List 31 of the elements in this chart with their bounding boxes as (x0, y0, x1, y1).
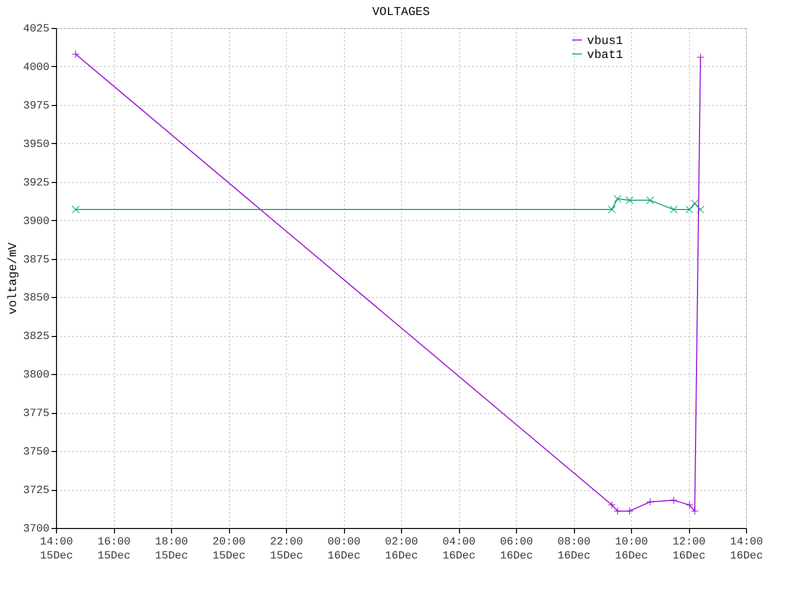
x-tick-label: 02:00 16Dec (384, 536, 418, 562)
y-tick-label: 3950 (23, 138, 50, 151)
x-tick-label: 08:00 16Dec (557, 536, 591, 562)
y-tick-label: 4000 (23, 62, 50, 74)
y-tick-label: 3975 (23, 100, 50, 112)
x-tick-label: 22:00 15Dec (270, 536, 304, 562)
x-tick-label: 12:00 16Dec (672, 536, 706, 562)
y-tick-label: 3800 (23, 370, 50, 382)
chart-title: VOLTAGES (372, 5, 430, 19)
y-tick-label: 3900 (23, 216, 50, 228)
y-tick-label: 3875 (23, 254, 50, 266)
y-tick-label: 3925 (23, 177, 50, 190)
legend-label: vbat1 (587, 48, 624, 62)
x-tick-label: 04:00 16Dec (442, 536, 476, 562)
x-tick-label: 00:00 16Dec (327, 536, 361, 562)
x-tick-label: 16:00 15Dec (97, 536, 131, 562)
legend-label: vbus1 (587, 34, 624, 48)
x-tick-label: 14:00 16Dec (730, 536, 764, 562)
x-tick-label: 06:00 16Dec (500, 536, 534, 562)
x-tick-label: 10:00 16Dec (614, 536, 648, 562)
x-tick-label: 14:00 15Dec (40, 536, 74, 562)
x-tick-label: 20:00 15Dec (212, 536, 246, 562)
y-axis-title: voltage/mV (6, 242, 20, 315)
y-tick-label: 3825 (23, 331, 50, 344)
y-tick-label: 3725 (23, 485, 50, 498)
y-tick-label: 3700 (23, 524, 50, 536)
y-tick-label: 3750 (23, 446, 50, 459)
x-tick-label: 18:00 15Dec (154, 536, 188, 562)
y-tick-label: 3775 (23, 408, 50, 420)
y-tick-label: 4025 (23, 24, 50, 36)
y-tick-label: 3850 (23, 292, 50, 305)
